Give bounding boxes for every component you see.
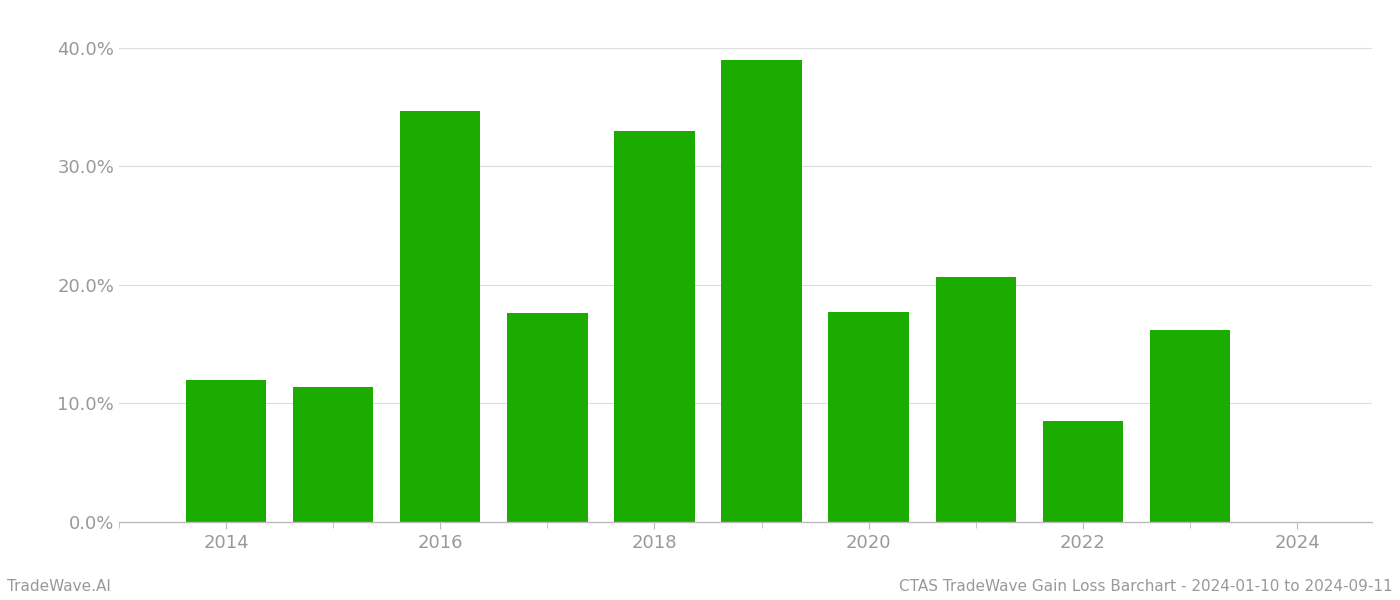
Bar [186, 380, 266, 522]
Bar [721, 59, 802, 522]
Bar [935, 277, 1016, 522]
Bar [1043, 421, 1123, 522]
Bar [1149, 330, 1231, 522]
Bar [615, 131, 694, 522]
Bar [400, 110, 480, 522]
Bar [829, 312, 909, 522]
Text: TradeWave.AI: TradeWave.AI [7, 579, 111, 594]
Bar [507, 313, 588, 522]
Bar [293, 387, 374, 522]
Text: CTAS TradeWave Gain Loss Barchart - 2024-01-10 to 2024-09-11: CTAS TradeWave Gain Loss Barchart - 2024… [899, 579, 1393, 594]
